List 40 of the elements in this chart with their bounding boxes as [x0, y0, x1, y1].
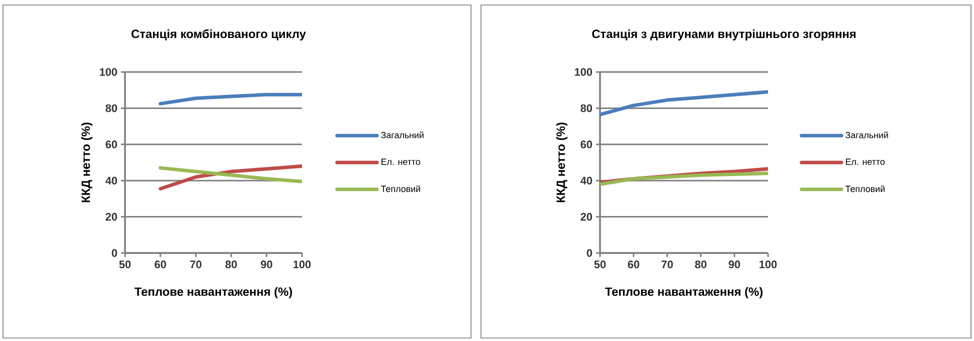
y-tick-label: 80	[580, 104, 592, 112]
y-axis-title: ККД нетто (%)	[556, 122, 568, 202]
x-tick-label: 90	[260, 260, 272, 268]
legend-label: Ел. нетто	[382, 158, 420, 165]
x-tick-label: 60	[154, 260, 166, 268]
x-tick-label: 70	[190, 260, 202, 268]
y-axis-title: ККД нетто (%)	[81, 122, 92, 202]
x-tick-label: 100	[294, 260, 311, 268]
y-tick-label: 80	[106, 104, 118, 112]
legend-label: Ел. нетто	[846, 158, 885, 165]
x-axis-title: Теплове навантаження (%)	[134, 287, 292, 298]
y-tick-label: 60	[106, 140, 118, 148]
legend-label: Загальний	[846, 132, 888, 138]
y-tick-label: 20	[580, 212, 592, 221]
legend-label: Тепловий	[845, 185, 885, 192]
line-series	[600, 90, 768, 116]
x-tick-label: 50	[119, 260, 131, 268]
y-tick-label: 40	[580, 176, 592, 184]
y-tick-label: 0	[112, 249, 118, 257]
y-tick-label: 100	[100, 68, 118, 76]
x-tick-label: 80	[695, 260, 706, 268]
y-tick-label: 60	[580, 140, 592, 148]
y-tick-label: 0	[586, 249, 592, 257]
chart-title: Станція з двигунами внутрішнього згоряння	[592, 29, 856, 41]
x-tick-label: 50	[594, 260, 606, 268]
x-axis-title: Теплове навантаження (%)	[605, 287, 763, 298]
line-series	[600, 172, 768, 186]
legend-label: Тепловий	[380, 185, 420, 192]
x-tick-label: 90	[728, 260, 740, 268]
y-tick-label: 100	[574, 68, 592, 76]
y-tick-label: 40	[105, 176, 118, 184]
x-tick-label: 80	[225, 260, 237, 268]
x-tick-label: 100	[760, 260, 777, 268]
y-tick-label: 20	[106, 212, 118, 221]
x-tick-label: 70	[662, 260, 673, 268]
chart-title: Станція комбінованого циклу	[132, 29, 306, 41]
x-tick-label: 60	[628, 260, 640, 268]
line-series	[158, 166, 302, 184]
legend-label: Загальний	[381, 132, 424, 138]
line-series	[158, 92, 302, 106]
